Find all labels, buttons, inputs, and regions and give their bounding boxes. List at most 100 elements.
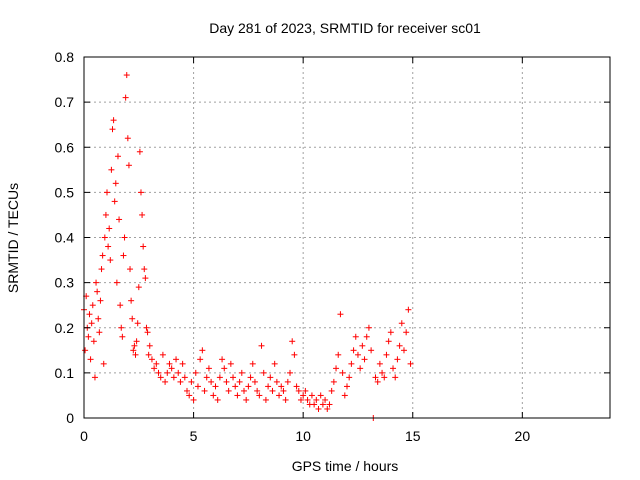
- data-point: [110, 117, 117, 124]
- x-tick-label: 5: [190, 428, 198, 444]
- data-point: [137, 189, 144, 196]
- data-point: [190, 396, 197, 403]
- y-axis-label: SRMTID / TECUs: [5, 183, 21, 293]
- data-point: [151, 365, 158, 372]
- data-point: [225, 387, 232, 394]
- y-tick-label: 0.2: [55, 320, 75, 336]
- data-point: [260, 369, 267, 376]
- y-tick-label: 0.8: [55, 49, 75, 65]
- data-point: [346, 374, 353, 381]
- data-point: [148, 356, 155, 363]
- data-point: [135, 284, 142, 291]
- y-tick-label: 0.3: [55, 275, 75, 291]
- data-point: [186, 392, 193, 399]
- data-point: [139, 211, 146, 218]
- data-point: [175, 369, 182, 376]
- data-point: [289, 338, 296, 345]
- x-tick-label: 10: [295, 428, 311, 444]
- y-tick-label: 0.1: [55, 365, 75, 381]
- data-point: [359, 342, 366, 349]
- data-point: [407, 360, 414, 367]
- data-point: [168, 365, 175, 372]
- data-point: [249, 360, 256, 367]
- data-point: [405, 306, 412, 313]
- data-point: [144, 329, 151, 336]
- data-point: [184, 387, 191, 394]
- data-point: [197, 356, 204, 363]
- data-point: [208, 378, 215, 385]
- data-point: [85, 333, 92, 340]
- data-point: [118, 324, 125, 331]
- data-point: [284, 378, 291, 385]
- data-point: [93, 279, 100, 286]
- data-point: [354, 351, 361, 358]
- data-point: [326, 401, 333, 408]
- data-point: [267, 374, 274, 381]
- data-point: [104, 189, 111, 196]
- data-point: [313, 396, 320, 403]
- data-point: [361, 356, 368, 363]
- data-point: [113, 279, 120, 286]
- data-point: [179, 360, 186, 367]
- data-point: [240, 387, 247, 394]
- data-point: [376, 360, 383, 367]
- data-point: [194, 383, 201, 390]
- data-point: [101, 234, 108, 241]
- data-point: [153, 360, 160, 367]
- grid-lines: [84, 57, 610, 418]
- data-point: [121, 234, 128, 241]
- data-point: [199, 347, 206, 354]
- data-point: [216, 374, 223, 381]
- data-point: [238, 369, 245, 376]
- data-point: [105, 243, 112, 250]
- y-tick-labels: 0 0.1 0.2 0.3 0.4 0.5 0.6 0.7 0.8: [55, 49, 75, 426]
- data-point: [330, 378, 337, 385]
- data-point: [368, 347, 375, 354]
- data-point: [205, 365, 212, 372]
- data-point: [337, 311, 344, 318]
- data-point: [254, 387, 261, 394]
- data-point: [221, 365, 228, 372]
- data-point: [232, 383, 239, 390]
- data-point: [273, 378, 280, 385]
- data-point: [125, 162, 132, 169]
- data-point: [181, 374, 188, 381]
- data-point: [280, 387, 287, 394]
- data-point: [392, 374, 399, 381]
- data-point: [97, 297, 104, 304]
- data-point: [400, 347, 407, 354]
- data-point: [311, 401, 318, 408]
- data-point: [319, 401, 326, 408]
- data-point: [155, 369, 162, 376]
- data-point: [142, 275, 149, 282]
- data-point: [245, 383, 252, 390]
- data-point: [350, 347, 357, 354]
- y-tick-label: 0.5: [55, 184, 75, 200]
- data-point: [234, 392, 241, 399]
- chart-title: Day 281 of 2023, SRMTID for receiver sc0…: [209, 20, 481, 36]
- data-point: [293, 383, 300, 390]
- data-point: [90, 338, 97, 345]
- data-point: [82, 347, 89, 354]
- data-point: [243, 396, 250, 403]
- data-point: [282, 396, 289, 403]
- data-point: [86, 311, 93, 318]
- data-point: [164, 369, 171, 376]
- data-point: [383, 351, 390, 358]
- data-point: [145, 351, 152, 358]
- data-point: [219, 356, 226, 363]
- data-point: [130, 347, 137, 354]
- data-point: [262, 396, 269, 403]
- data-point: [214, 396, 221, 403]
- data-point: [157, 374, 164, 381]
- data-point: [212, 383, 219, 390]
- data-point: [131, 342, 138, 349]
- data-point: [333, 365, 340, 372]
- data-point: [96, 329, 103, 336]
- y-tick-label: 0.6: [55, 139, 75, 155]
- data-point: [335, 351, 342, 358]
- data-point: [328, 387, 335, 394]
- data-point: [122, 94, 129, 101]
- data-point: [365, 324, 372, 331]
